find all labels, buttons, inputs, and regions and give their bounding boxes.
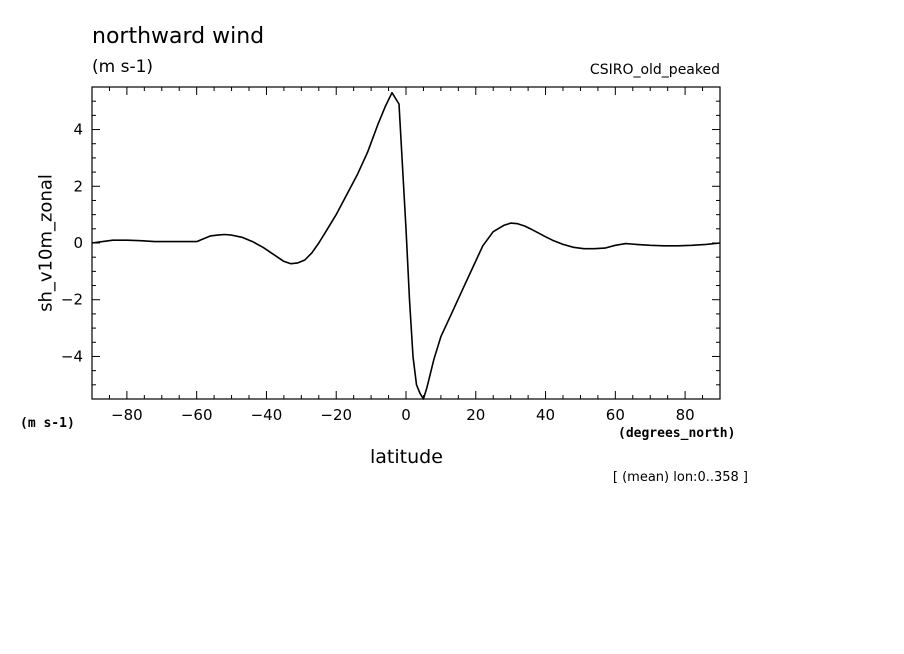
x-axis-label: latitude (370, 446, 443, 468)
series-line (91, 91, 721, 400)
footnote: [ (mean) lon:0..358 ] (612, 470, 748, 485)
x-tick-label: 60 (606, 406, 625, 424)
x-tick-label: 20 (466, 406, 485, 424)
x-tick-label: 80 (676, 406, 695, 424)
x-axis-units: (degrees_north) (618, 426, 736, 441)
x-tick-label: −60 (181, 406, 213, 424)
y-tick-label: −4 (61, 347, 83, 365)
y-axis-units: (m s-1) (20, 416, 75, 431)
x-tick-label: 0 (401, 406, 411, 424)
x-tick-label: −40 (251, 406, 283, 424)
chart-title: northward wind (92, 24, 265, 49)
x-tick-label: 40 (536, 406, 555, 424)
chart-units: (m s-1) (92, 57, 154, 77)
x-tick-label: −80 (111, 406, 143, 424)
model-label: CSIRO_old_peaked (589, 62, 720, 78)
series-group (91, 91, 721, 400)
y-tick-label: −2 (61, 291, 83, 309)
plot-frame (91, 86, 721, 400)
y-tick-label: 4 (73, 121, 83, 139)
x-tick-label: −20 (320, 406, 352, 424)
y-tick-label: 0 (73, 234, 83, 252)
y-tick-label: 2 (73, 177, 83, 195)
